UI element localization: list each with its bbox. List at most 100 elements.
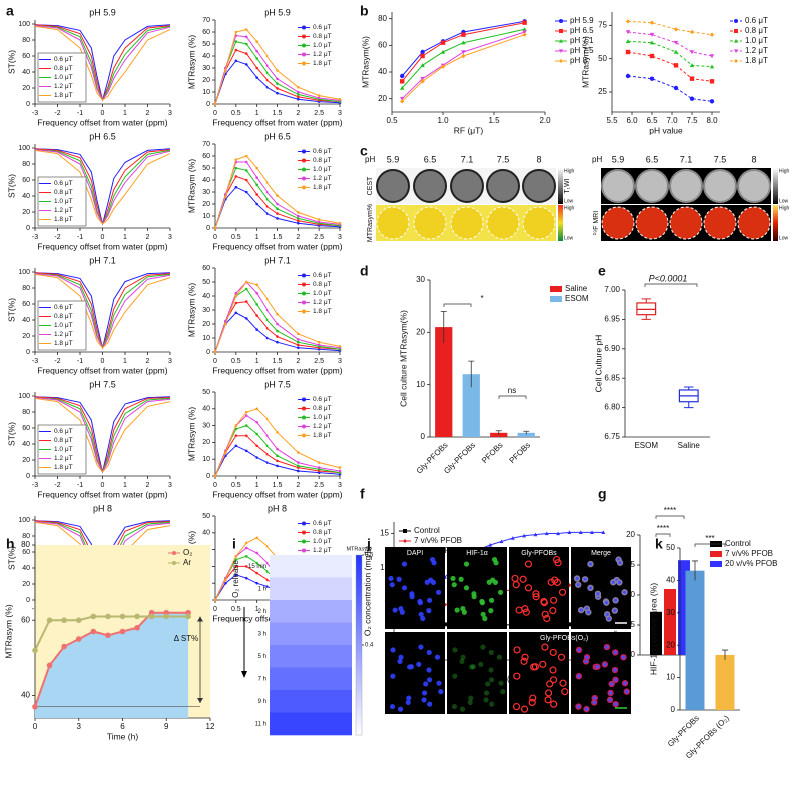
y-tick-label: 20: [22, 333, 30, 340]
cell: [519, 575, 527, 583]
colorbar-low: Low: [564, 198, 574, 204]
cell: [592, 700, 596, 705]
y-tick-label: 60: [378, 40, 387, 49]
bar: [517, 432, 535, 437]
roi: [737, 206, 771, 240]
marker: [400, 96, 405, 101]
legend-label: 1.8 μT: [745, 56, 768, 65]
legend-marker: [302, 397, 306, 402]
marker: [224, 322, 227, 326]
marker: [255, 57, 258, 60]
y-tick-label: 75: [598, 20, 607, 29]
cell: [486, 579, 492, 585]
cell: [461, 609, 467, 615]
legend-marker: [302, 61, 306, 66]
legend-label: 0.8 μT: [745, 26, 768, 35]
row-label: T₁WI: [564, 178, 571, 193]
cell: [488, 667, 494, 673]
x-tick-label: 1.5: [488, 116, 500, 125]
y-axis-label: MTRasym(%): [360, 36, 370, 88]
cell: [427, 701, 433, 707]
y-tick-label: 20: [202, 201, 210, 208]
heat-cell: [270, 645, 352, 668]
cell: [451, 703, 458, 710]
phantom: [636, 207, 668, 239]
column-label: Gly-PFOBs: [521, 550, 557, 557]
cell: [549, 607, 557, 615]
cell: [604, 601, 608, 605]
ph-value: 6.5: [424, 154, 437, 164]
legend-label: 20 v/v% PFOB: [725, 559, 777, 568]
x-tick-label: 0: [213, 234, 217, 241]
cell: [488, 597, 495, 603]
legend-marker: [559, 39, 563, 43]
legend-label: 1.2 μT: [313, 423, 332, 430]
line: [214, 281, 341, 353]
y-tick-label: 60: [202, 153, 210, 160]
legend-marker: [734, 39, 738, 43]
phantom: [738, 207, 770, 239]
y-tick-label: 30: [666, 608, 675, 617]
cell: [436, 680, 442, 686]
bar: [664, 589, 676, 655]
ph-value: 8: [751, 154, 756, 164]
marker: [163, 613, 170, 620]
marker: [625, 30, 631, 35]
y-tick-label: 50: [202, 513, 210, 520]
marker: [265, 336, 269, 340]
y-tick-label: 100: [18, 393, 30, 400]
panel-label: e: [598, 263, 606, 279]
marker: [234, 175, 238, 178]
marker: [625, 73, 631, 79]
x-tick-label: 3: [168, 110, 172, 117]
y-tick-label: 0: [26, 597, 30, 604]
y-tick-label: 40: [22, 565, 30, 572]
y-tick-label: 0: [671, 705, 676, 714]
line: [214, 49, 341, 105]
marker: [338, 469, 342, 473]
marker: [276, 459, 279, 463]
phantom: [376, 169, 410, 203]
y-axis-label: Cell culture MTRasym(%): [398, 310, 408, 407]
panel-label: g: [598, 486, 607, 502]
cell: [500, 689, 506, 695]
legend-marker: [302, 52, 306, 57]
marker: [276, 212, 279, 215]
cell: [426, 608, 432, 614]
cell: [463, 585, 470, 591]
line: [214, 445, 341, 477]
y-tick-label: 20: [22, 581, 30, 588]
marker: [105, 632, 111, 639]
cell: [550, 700, 558, 708]
cell: [426, 597, 433, 603]
legend-label: 0.6 μT: [54, 304, 73, 311]
row-label: 9 h: [258, 699, 266, 705]
y-tick-label: 100: [18, 145, 30, 152]
marker: [440, 49, 446, 54]
marker: [234, 573, 238, 577]
x-tick-label: 5.5: [606, 116, 618, 125]
marker: [522, 32, 527, 37]
x-tick-label: 1.5: [273, 358, 283, 365]
marker: [255, 456, 258, 459]
cell: [496, 654, 503, 660]
colorbar: [355, 554, 363, 736]
legend-label: Saline: [565, 284, 588, 293]
y-tick-label: 80: [22, 37, 30, 44]
x-tick-label: 2.5: [314, 482, 324, 489]
cell: [613, 650, 617, 655]
y-axis-label: ST(%): [6, 546, 16, 570]
roi: [413, 206, 447, 240]
marker: [276, 69, 279, 72]
cell: [529, 694, 537, 702]
marker: [317, 218, 321, 221]
legend-label: 0.6 μT: [54, 428, 73, 435]
cell: [605, 612, 609, 616]
legend-label: 1.8 μT: [54, 340, 73, 347]
colorbar-low: Low: [564, 235, 574, 241]
cell: [608, 698, 612, 702]
y-tick-label: 15: [380, 529, 389, 538]
marker: [244, 541, 248, 545]
cell: [557, 653, 566, 661]
legend-marker: [302, 158, 306, 163]
